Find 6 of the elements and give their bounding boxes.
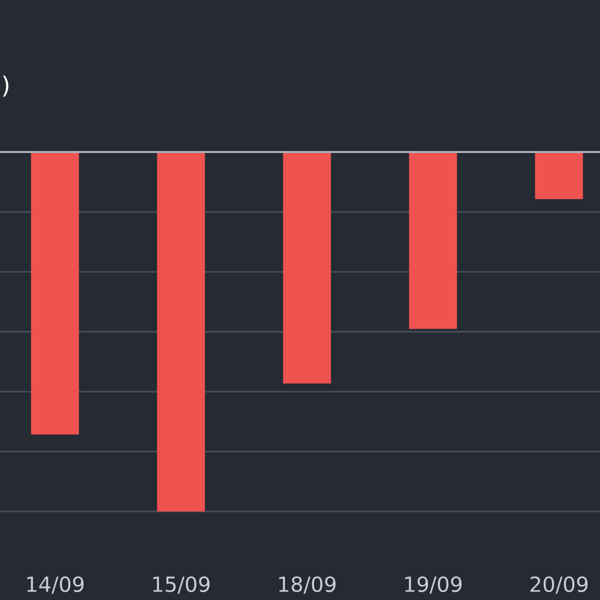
x-tick-label: 18/09 xyxy=(279,576,336,594)
chart-title: ) xyxy=(3,76,8,97)
x-tick-label: 14/09 xyxy=(27,576,84,594)
x-tick-label: 19/09 xyxy=(405,576,462,594)
x-tick-label: 15/09 xyxy=(153,576,210,594)
x-tick-label: 20/09 xyxy=(530,576,588,594)
